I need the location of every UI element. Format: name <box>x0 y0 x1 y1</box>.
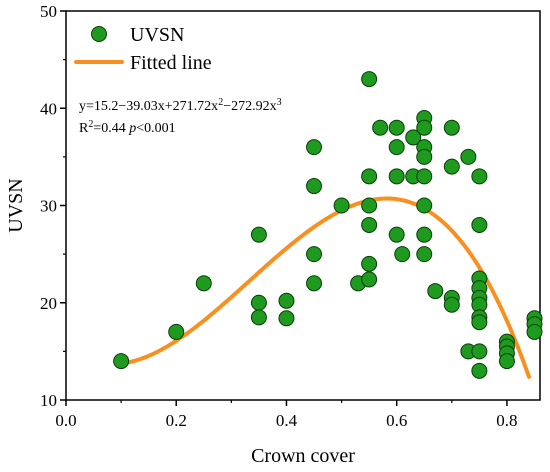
equation-annotation: y=15.2−39.03x+271.72x2−272.92x3 R2=0.44 p… <box>79 97 282 136</box>
x-tick-label: 0.0 <box>55 411 76 430</box>
data-point <box>195 275 212 292</box>
data-point <box>168 323 185 340</box>
data-point <box>416 197 433 214</box>
legend-label-fit: Fitted line <box>130 52 212 74</box>
data-point <box>416 246 433 263</box>
r-squared-line: R2=0.44 p<0.001 <box>79 119 176 136</box>
y-tick-label: 10 <box>40 391 57 410</box>
y-tick-label: 20 <box>40 294 57 313</box>
x-tick-label: 0.6 <box>386 411 407 430</box>
data-point <box>471 362 488 379</box>
data-point <box>372 119 389 136</box>
legend: UVSN Fitted line <box>74 24 212 74</box>
legend-label-uvsn: UVSN <box>130 24 184 46</box>
data-point <box>113 353 130 370</box>
data-point <box>388 226 405 243</box>
y-tick-label: 30 <box>40 197 57 216</box>
data-point <box>388 168 405 185</box>
data-point <box>443 296 460 313</box>
data-point <box>416 119 433 136</box>
x-tick-label: 0.2 <box>166 411 187 430</box>
data-point <box>394 246 411 263</box>
data-point <box>278 292 295 309</box>
data-point <box>361 168 378 185</box>
data-point <box>427 283 444 300</box>
data-point <box>306 246 323 263</box>
fit-line-layer <box>119 196 531 379</box>
data-point <box>416 148 433 165</box>
data-point <box>460 148 477 165</box>
data-point <box>306 178 323 195</box>
data-point <box>278 310 295 327</box>
data-point <box>405 129 422 146</box>
data-point <box>471 216 488 233</box>
x-tick-label: 0.8 <box>496 411 517 430</box>
data-point <box>250 226 267 243</box>
data-point <box>250 294 267 311</box>
equation-line: y=15.2−39.03x+271.72x2−272.92x3 <box>79 97 282 114</box>
data-point <box>443 158 460 175</box>
data-point <box>388 139 405 156</box>
data-point <box>388 119 405 136</box>
y-tick-label: 50 <box>40 2 57 21</box>
data-point <box>250 309 267 326</box>
data-point <box>526 323 543 340</box>
data-point <box>471 168 488 185</box>
y-tick-label: 40 <box>40 99 57 118</box>
x-tick-label: 0.4 <box>276 411 298 430</box>
data-point <box>471 314 488 331</box>
data-point <box>471 343 488 360</box>
data-point <box>306 275 323 292</box>
x-axis-title: Crown cover <box>251 445 355 467</box>
fitted-line <box>119 196 531 379</box>
data-point <box>361 71 378 88</box>
data-point <box>443 119 460 136</box>
points-layer <box>113 71 543 379</box>
data-point <box>498 353 515 370</box>
axes: 0.0 0.2 0.4 0.6 0.8 10 20 30 40 50 Crown cover UVSN <box>5 2 541 467</box>
data-point <box>416 226 433 243</box>
data-point <box>416 168 433 185</box>
legend-marker-uvsn <box>91 26 107 42</box>
data-point <box>333 197 350 214</box>
data-point <box>361 255 378 272</box>
data-point <box>361 271 378 288</box>
y-axis-title: UVSN <box>5 178 27 232</box>
data-point <box>361 197 378 214</box>
data-point <box>306 139 323 156</box>
data-point <box>361 216 378 233</box>
